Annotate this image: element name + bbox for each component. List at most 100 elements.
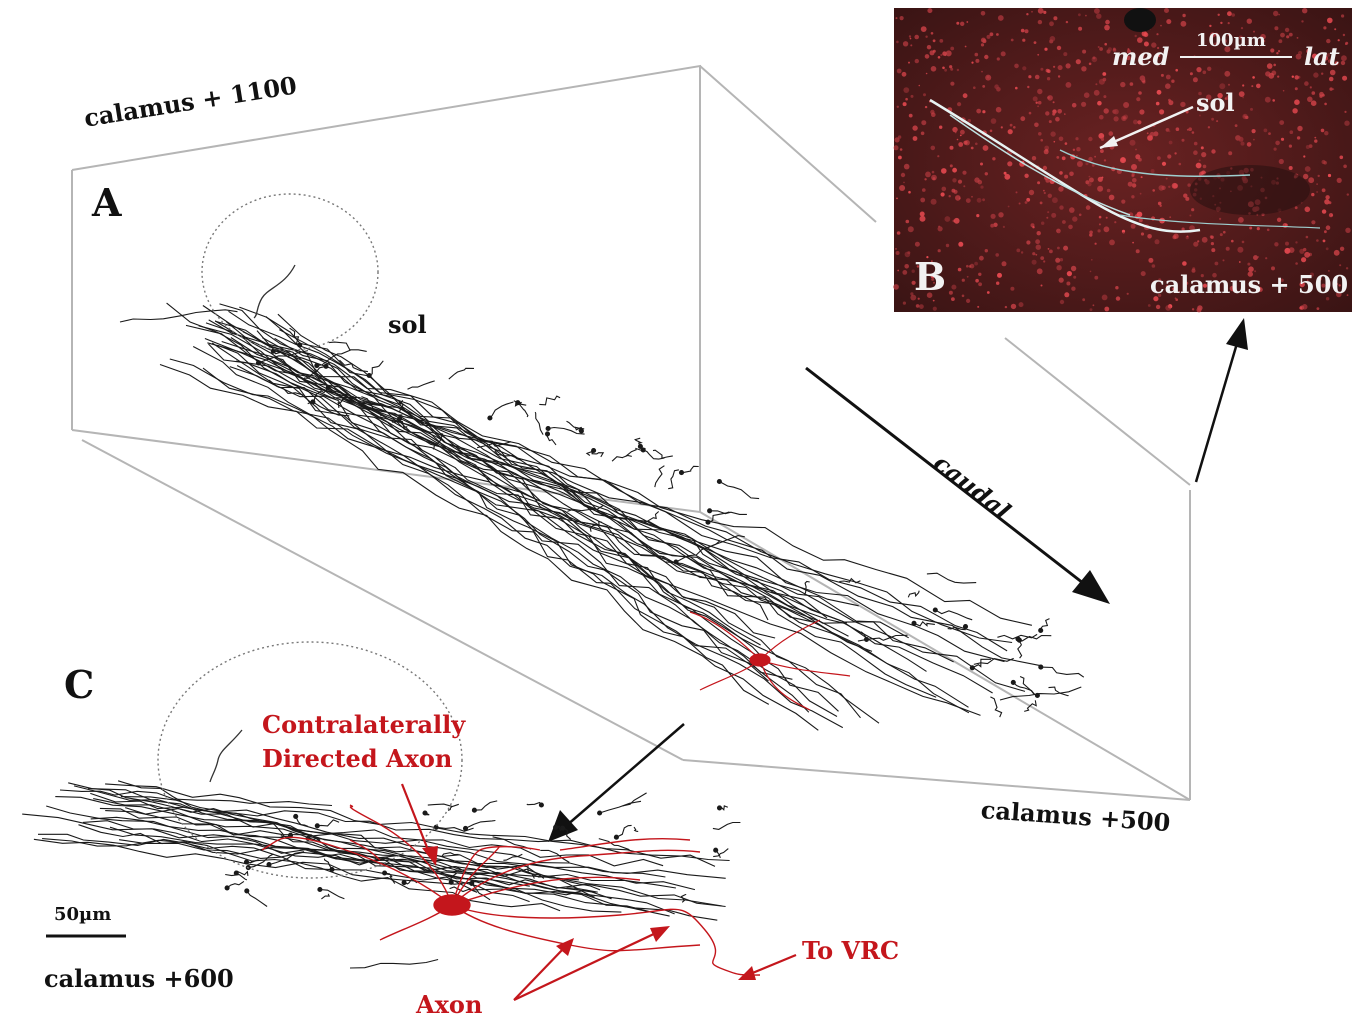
micrograph-speckle bbox=[1202, 164, 1207, 169]
varicosity bbox=[932, 607, 938, 613]
micrograph-speckle bbox=[1317, 276, 1322, 281]
micrograph-speckle bbox=[1295, 241, 1298, 244]
micrograph-speckle bbox=[945, 243, 950, 248]
micrograph-speckle bbox=[1278, 39, 1283, 44]
micrograph-speckle bbox=[1324, 199, 1330, 205]
micrograph-speckle bbox=[910, 44, 913, 47]
neurite bbox=[548, 426, 585, 435]
micrograph-speckle bbox=[1131, 164, 1137, 170]
micrograph-speckle bbox=[1140, 53, 1145, 59]
micrograph-speckle bbox=[1153, 131, 1159, 137]
micrograph-speckle bbox=[978, 282, 982, 287]
micrograph-speckle bbox=[998, 212, 1004, 218]
micrograph-speckle bbox=[924, 54, 930, 59]
micrograph-speckle bbox=[1231, 13, 1235, 17]
micrograph-speckle bbox=[1143, 41, 1149, 47]
micrograph-speckle bbox=[924, 178, 927, 181]
neurite bbox=[46, 805, 622, 913]
varicosity bbox=[325, 385, 331, 391]
micrograph-speckle bbox=[1137, 37, 1143, 43]
varicosity bbox=[613, 834, 619, 840]
micrograph-speckle bbox=[1217, 92, 1223, 99]
varicosity bbox=[323, 363, 329, 369]
micrograph-speckle bbox=[1078, 13, 1081, 17]
micrograph-speckle bbox=[926, 45, 932, 50]
micrograph-speckle bbox=[1103, 226, 1110, 233]
micrograph-speckle bbox=[1099, 47, 1103, 51]
neurite bbox=[407, 380, 435, 390]
micrograph-speckle bbox=[1321, 283, 1326, 288]
micrograph-speckle bbox=[945, 50, 952, 57]
micrograph-speckle bbox=[903, 87, 910, 93]
neurite bbox=[707, 535, 745, 549]
micrograph-speckle bbox=[1181, 227, 1185, 231]
micrograph-speckle bbox=[1219, 83, 1226, 90]
micrograph-speckle bbox=[1097, 176, 1103, 182]
micrograph-speckle bbox=[1100, 149, 1104, 154]
panel-a-frame bbox=[71, 64, 1191, 801]
micrograph-speckle bbox=[1147, 304, 1151, 307]
micrograph-speckle bbox=[1043, 10, 1047, 14]
micrograph-speckle bbox=[1253, 138, 1255, 141]
varicosity bbox=[233, 870, 239, 876]
varicosity bbox=[243, 859, 250, 865]
micrograph-speckle bbox=[1146, 132, 1149, 135]
micrograph-speckle bbox=[1219, 233, 1223, 237]
panel-b-med-label: med bbox=[1112, 42, 1170, 71]
micrograph-speckle bbox=[1248, 266, 1254, 273]
micrograph-speckle bbox=[1137, 120, 1142, 125]
micrograph-speckle bbox=[1037, 53, 1040, 56]
micrograph-speckle bbox=[956, 68, 960, 72]
micrograph-speckle bbox=[1274, 242, 1279, 247]
micrograph-speckle bbox=[1274, 26, 1279, 31]
micrograph-speckle bbox=[1316, 239, 1319, 242]
micrograph-speckle bbox=[948, 195, 951, 198]
micrograph-speckle bbox=[1064, 142, 1068, 145]
micrograph-speckle bbox=[1031, 259, 1037, 265]
micrograph-speckle bbox=[902, 41, 909, 47]
micrograph-speckle bbox=[1061, 156, 1066, 161]
neurite bbox=[295, 816, 309, 827]
neurite bbox=[109, 826, 726, 908]
neurite bbox=[339, 359, 368, 373]
micrograph-speckle bbox=[1216, 120, 1219, 123]
micrograph-speckle bbox=[1035, 101, 1038, 104]
micrograph-speckle bbox=[1004, 173, 1011, 180]
micrograph-speckle bbox=[1245, 115, 1249, 120]
neurite bbox=[652, 449, 673, 459]
micrograph-speckle bbox=[1345, 267, 1349, 270]
micrograph-speckle bbox=[1185, 281, 1189, 285]
neurite bbox=[226, 880, 245, 889]
micrograph-speckle bbox=[949, 145, 954, 150]
micrograph-speckle bbox=[1140, 271, 1146, 277]
micrograph-speckle bbox=[965, 198, 971, 204]
varicosity bbox=[705, 519, 711, 525]
micrograph-speckle bbox=[937, 226, 943, 232]
micrograph-speckle bbox=[1321, 188, 1326, 193]
micrograph-speckle bbox=[1209, 24, 1212, 28]
micrograph-speckle bbox=[962, 93, 968, 99]
micrograph-speckle bbox=[1344, 110, 1347, 113]
micrograph-speckle bbox=[980, 185, 984, 189]
micrograph-speckle bbox=[1158, 185, 1165, 191]
micrograph-speckle bbox=[1018, 302, 1024, 308]
micrograph-speckle bbox=[931, 170, 935, 174]
micrograph-speckle bbox=[1181, 138, 1185, 142]
micrograph-speckle bbox=[1321, 72, 1324, 75]
micrograph-speckle bbox=[896, 105, 899, 109]
varicosity bbox=[553, 824, 559, 830]
neurite bbox=[388, 419, 408, 429]
micrograph-speckle bbox=[1325, 225, 1331, 230]
varicosity bbox=[266, 862, 272, 868]
micrograph-speckle bbox=[1282, 89, 1285, 92]
micrograph-speckle bbox=[1277, 75, 1280, 78]
micrograph-speckle bbox=[1295, 262, 1298, 265]
micrograph-speckle bbox=[1324, 131, 1329, 136]
micrograph-speckle bbox=[910, 94, 914, 98]
neurite bbox=[73, 785, 696, 891]
neurite bbox=[709, 510, 747, 515]
micrograph-speckle bbox=[1100, 137, 1105, 141]
micrograph-speckle bbox=[1240, 141, 1245, 146]
micrograph-speckle bbox=[1081, 101, 1087, 107]
